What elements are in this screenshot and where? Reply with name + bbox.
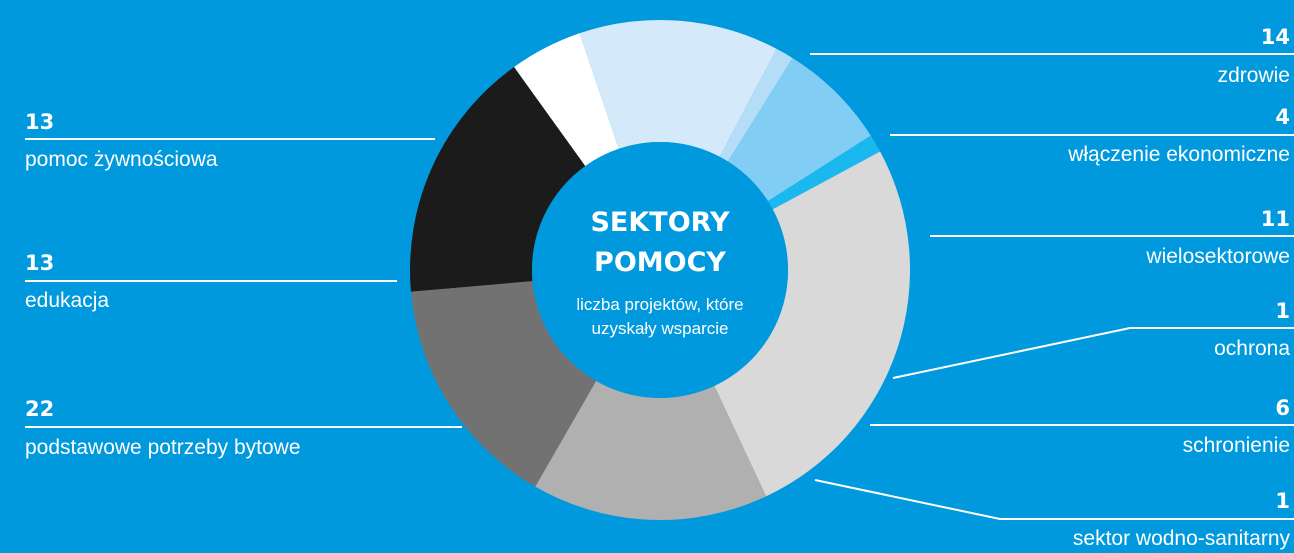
slice-schronienie: [727, 58, 871, 202]
donut-hole: [532, 142, 788, 398]
slice-category-label: schronienie: [1183, 434, 1290, 457]
slice-category-label: edukacja: [25, 289, 109, 312]
slice-edukacja: [535, 380, 767, 521]
donut-slices: [410, 19, 911, 521]
slice-value-label: 1: [1275, 299, 1290, 323]
chart-title-line-1: SEKTORY: [590, 207, 729, 238]
slice-category-label: zdrowie: [1218, 64, 1290, 87]
slice-ochrona: [719, 48, 793, 162]
slice-value-label: 4: [1275, 105, 1290, 129]
slice-value-label: 1: [1275, 489, 1290, 513]
slice-value-label: 14: [1261, 25, 1290, 49]
slice-pomoc-żywnościowa: [410, 281, 597, 487]
slice-category-label: włączenie ekonomiczne: [1067, 143, 1290, 166]
slice-value-label: 6: [1275, 396, 1290, 420]
leader-line: [814, 479, 1294, 520]
slice-value-label: 22: [25, 397, 54, 421]
chart-subtitle-line-1: liczba projektów, które: [576, 295, 743, 314]
slice-włączenie-ekonomiczne: [514, 33, 619, 167]
slice-value-label: 11: [1261, 207, 1290, 231]
slice-value-label: 13: [25, 251, 54, 275]
chart-title-line-2: POMOCY: [594, 247, 726, 278]
slice-category-label: podstawowe potrzeby bytowe: [25, 436, 301, 459]
slice-sektor-wodno-sanitarny: [767, 135, 881, 210]
leader-line: [892, 327, 1294, 379]
slice-category-label: ochrona: [1214, 337, 1290, 360]
slice-category-label: pomoc żywnościowa: [25, 148, 218, 171]
slice-value-label: 13: [25, 110, 54, 134]
slice-category-label: sektor wodno-sanitarny: [1073, 527, 1291, 550]
slice-podstawowe-potrzeby-bytowe: [714, 151, 911, 497]
chart-subtitle-line-2: uzyskały wsparcie: [592, 319, 729, 338]
slice-wielosektorowe: [579, 19, 777, 157]
slice-zdrowie: [410, 66, 586, 292]
slice-category-label: wielosektorowe: [1145, 245, 1290, 268]
